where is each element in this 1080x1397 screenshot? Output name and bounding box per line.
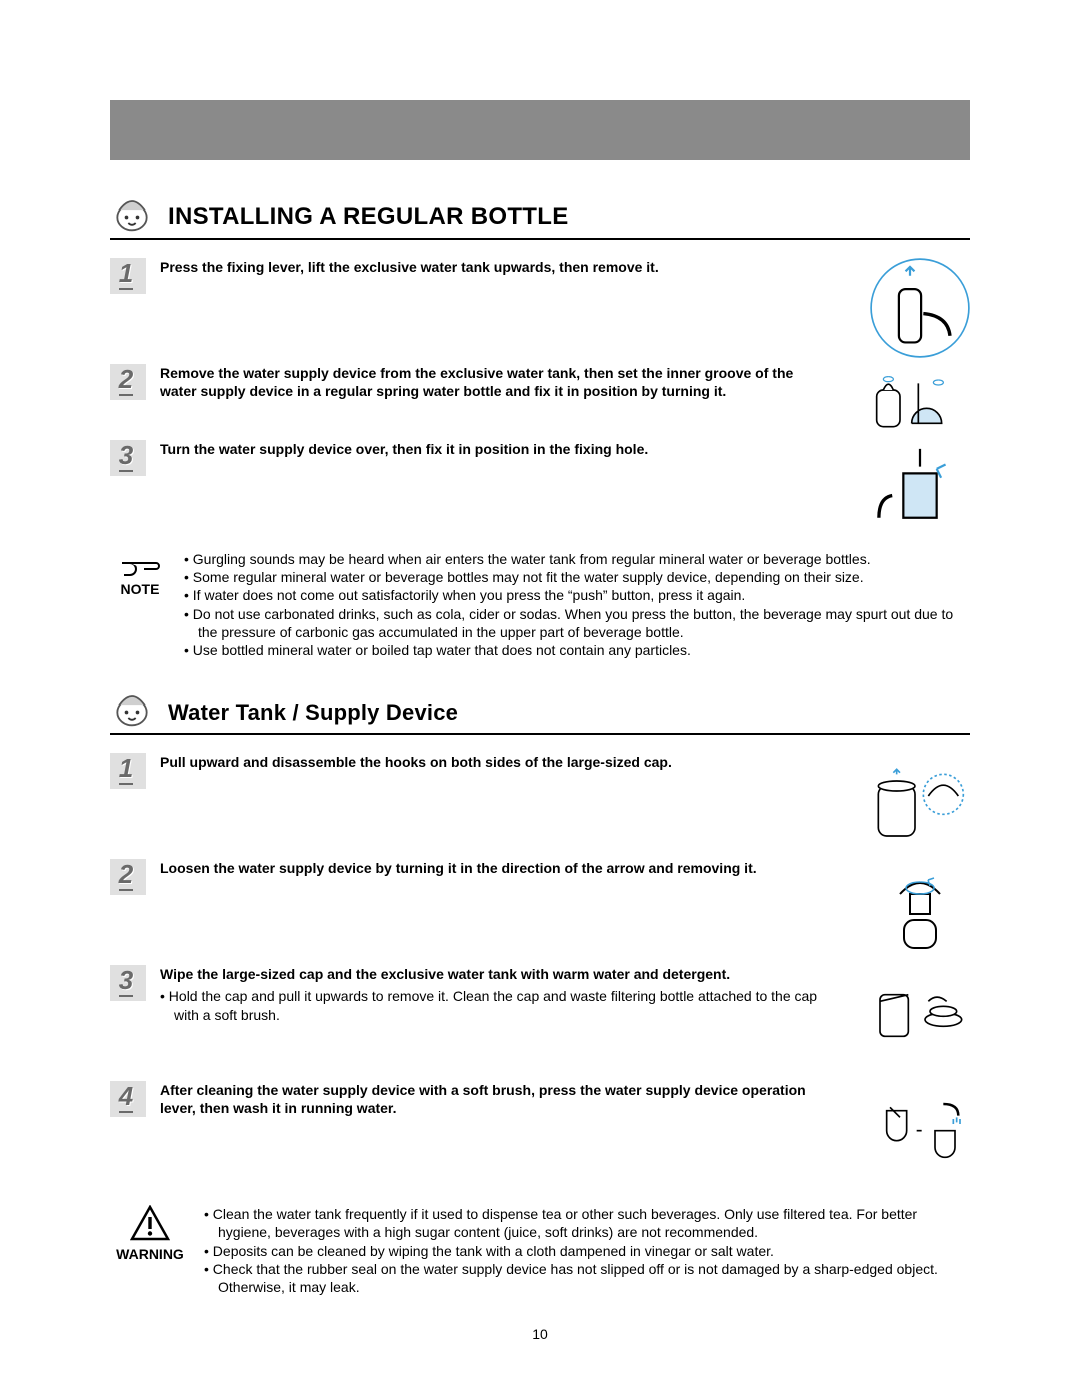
note-label-col: NOTE: [110, 550, 170, 598]
step-text: Turn the water supply device over, then …: [160, 440, 830, 458]
warning-label: WARNING: [110, 1245, 190, 1263]
hand-point-icon: [118, 550, 162, 576]
step-b1: 1 Pull upward and disassemble the hooks …: [110, 753, 970, 853]
step-b3: 3 Wipe the large-sized cap and the exclu…: [110, 965, 970, 1075]
step-badge: 1: [110, 258, 146, 294]
page-header-band: [110, 100, 970, 160]
manual-page: INSTALLING A REGULAR BOTTLE 1 Press the …: [0, 0, 1080, 1382]
warning-block: WARNING Clean the water tank frequently …: [110, 1205, 970, 1296]
step-badge: 2: [110, 364, 146, 400]
section-title: INSTALLING A REGULAR BOTTLE: [168, 203, 569, 234]
step-3: 3 Turn the water supply device over, the…: [110, 440, 970, 540]
step-text: After cleaning the water supply device w…: [160, 1081, 830, 1117]
note-item: If water does not come out satisfactoril…: [198, 586, 970, 604]
figure-wipe-cap: [870, 965, 970, 1065]
note-label: NOTE: [110, 580, 170, 598]
warning-label-col: WARNING: [110, 1205, 190, 1263]
figure-disassemble-cap: [870, 753, 970, 853]
step-text: Wipe the large-sized cap and the exclusi…: [160, 965, 830, 1024]
step-b2: 2 Loosen the water supply device by turn…: [110, 859, 970, 959]
page-number: 10: [110, 1326, 970, 1342]
step-1: 1 Press the fixing lever, lift the exclu…: [110, 258, 970, 358]
figure-rinse-device: [870, 1081, 970, 1181]
note-item: Use bottled mineral water or boiled tap …: [198, 641, 970, 659]
step-badge: 4: [110, 1081, 146, 1117]
step-badge: 2: [110, 859, 146, 895]
step-2: 2 Remove the water supply device from th…: [110, 364, 970, 434]
figure-loosen-device: [870, 859, 970, 959]
step-detail-item: Hold the cap and pull it upwards to remo…: [174, 987, 830, 1023]
note-item: Gurgling sounds may be heard when air en…: [198, 550, 970, 568]
section-header-installing: INSTALLING A REGULAR BOTTLE: [110, 190, 970, 240]
warning-triangle-icon: [130, 1205, 170, 1241]
figure-invert-device: [870, 440, 970, 540]
step-text: Pull upward and disassemble the hooks on…: [160, 753, 830, 771]
step-badge: 1: [110, 753, 146, 789]
note-item: Some regular mineral water or beverage b…: [198, 568, 970, 586]
section-header-watertank: Water Tank / Supply Device: [110, 685, 970, 735]
figure-attach-bottle: [870, 364, 970, 434]
step-text: Remove the water supply device from the …: [160, 364, 830, 400]
note-block: NOTE Gurgling sounds may be heard when a…: [110, 550, 970, 659]
section-title: Water Tank / Supply Device: [168, 700, 458, 729]
figure-lift-tank: [870, 258, 970, 358]
step-badge: 3: [110, 440, 146, 476]
step-text: Press the fixing lever, lift the exclusi…: [160, 258, 830, 276]
warning-item: Check that the rubber seal on the water …: [218, 1260, 970, 1296]
warning-item: Deposits can be cleaned by wiping the ta…: [218, 1242, 970, 1260]
step-b4: 4 After cleaning the water supply device…: [110, 1081, 970, 1181]
step-badge: 3: [110, 965, 146, 1001]
mascot-icon: [110, 190, 154, 234]
note-item: Do not use carbonated drinks, such as co…: [198, 605, 970, 641]
warning-list: Clean the water tank frequently if it us…: [204, 1205, 970, 1296]
step-text: Loosen the water supply device by turnin…: [160, 859, 830, 877]
mascot-icon: [110, 685, 154, 729]
note-list: Gurgling sounds may be heard when air en…: [184, 550, 970, 659]
warning-item: Clean the water tank frequently if it us…: [218, 1205, 970, 1241]
